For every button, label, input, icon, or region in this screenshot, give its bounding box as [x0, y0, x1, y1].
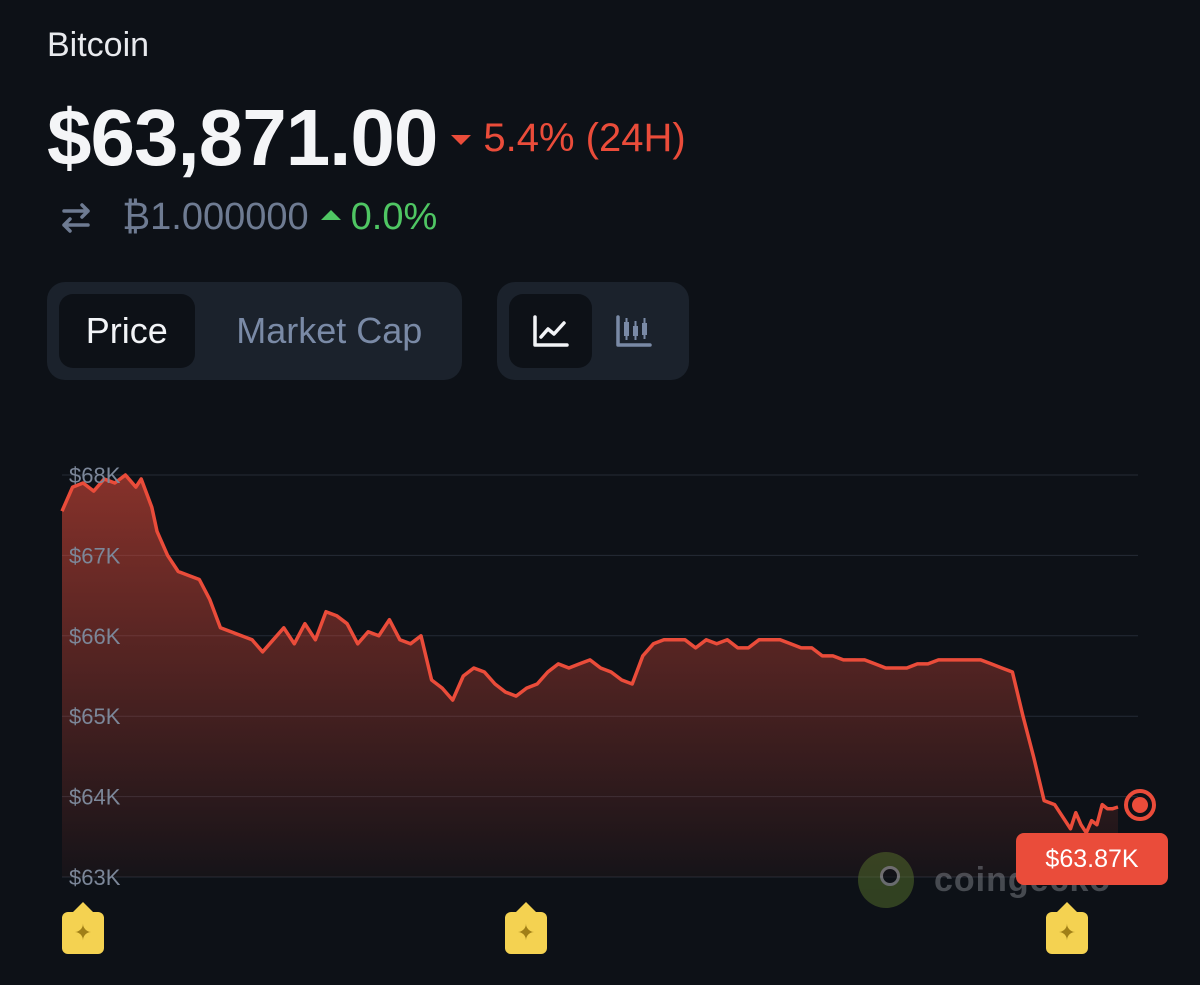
candlestick-chart-button[interactable] [592, 294, 675, 368]
y-tick-label: $63K [69, 865, 121, 890]
coin-name: Bitcoin [47, 26, 150, 64]
current-point-ring [1124, 789, 1156, 821]
y-tick-label: $67K [69, 543, 121, 568]
btc-amount: ₿1.000000 [122, 196, 309, 238]
tab-price[interactable]: Price [59, 294, 195, 368]
triangle-up-icon [320, 209, 341, 220]
change-24h-value: 5.4% (24H) [483, 115, 686, 160]
y-tick-label: $66K [69, 624, 121, 649]
triangle-down-icon [451, 135, 472, 145]
coingecko-logo-icon [858, 852, 914, 908]
price-area-fill [62, 475, 1118, 877]
line-chart-icon [532, 315, 569, 347]
btc-change-value: 0.0% [350, 196, 438, 238]
line-chart-button[interactable] [509, 294, 592, 368]
btc-change: 0.0% [320, 196, 438, 239]
metric-toggle: Price Market Cap [47, 282, 462, 380]
star-badge-icon[interactable]: ✦ [505, 902, 547, 954]
btc-row: ₿1.000000 0.0% [58, 196, 437, 239]
current-price: $63,871.00 [47, 93, 438, 182]
current-price-tag: $63.87K [1016, 833, 1168, 885]
current-point-dot [1132, 797, 1148, 813]
swap-icon[interactable] [58, 200, 94, 236]
price-row: $63,871.00 5.4% (24H) [47, 92, 686, 184]
price-chart-svg: $68K $67K $66K $65K $64K $63K [60, 463, 1156, 890]
y-tick-label: $68K [69, 463, 121, 488]
chart-type-toggle [497, 282, 689, 380]
star-badge-icon[interactable]: ✦ [1046, 902, 1088, 954]
star-badge-icon[interactable]: ✦ [62, 902, 104, 954]
candlestick-chart-icon [615, 315, 652, 347]
y-tick-label: $64K [69, 785, 121, 810]
change-24h: 5.4% (24H) [451, 115, 686, 161]
price-line [60, 473, 1119, 835]
price-chart[interactable]: $68K $67K $66K $65K $64K $63K [0, 440, 1200, 985]
y-tick-label: $65K [69, 704, 121, 729]
tab-market-cap[interactable]: Market Cap [236, 310, 423, 351]
